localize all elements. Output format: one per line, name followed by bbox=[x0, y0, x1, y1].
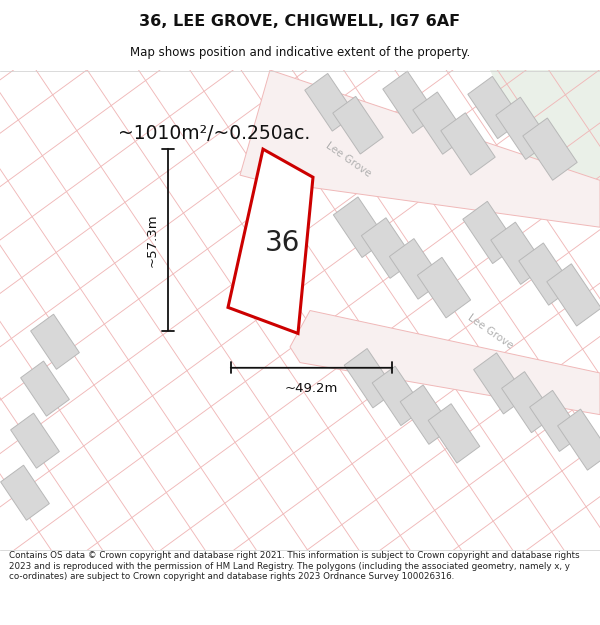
Polygon shape bbox=[418, 258, 470, 318]
Polygon shape bbox=[290, 311, 600, 414]
Polygon shape bbox=[547, 264, 600, 326]
Polygon shape bbox=[530, 391, 583, 451]
Polygon shape bbox=[240, 70, 600, 228]
Polygon shape bbox=[491, 222, 545, 284]
Polygon shape bbox=[20, 361, 70, 416]
Polygon shape bbox=[31, 314, 79, 369]
Polygon shape bbox=[519, 243, 573, 305]
Text: Contains OS data © Crown copyright and database right 2021. This information is : Contains OS data © Crown copyright and d… bbox=[9, 551, 580, 581]
Polygon shape bbox=[473, 353, 526, 414]
Polygon shape bbox=[389, 239, 443, 299]
Polygon shape bbox=[228, 149, 313, 333]
Polygon shape bbox=[557, 409, 600, 470]
Text: Lee Grove: Lee Grove bbox=[323, 141, 373, 179]
Polygon shape bbox=[441, 112, 495, 175]
Polygon shape bbox=[490, 70, 600, 228]
Polygon shape bbox=[361, 217, 415, 278]
Polygon shape bbox=[333, 96, 383, 154]
Polygon shape bbox=[305, 74, 355, 131]
Polygon shape bbox=[496, 97, 550, 159]
Text: Lee Grove: Lee Grove bbox=[466, 312, 514, 351]
Text: ~49.2m: ~49.2m bbox=[285, 382, 338, 395]
Polygon shape bbox=[428, 404, 480, 463]
Text: 36: 36 bbox=[265, 229, 301, 257]
Polygon shape bbox=[383, 71, 437, 133]
Polygon shape bbox=[344, 349, 396, 408]
Polygon shape bbox=[463, 201, 517, 264]
Polygon shape bbox=[502, 372, 554, 432]
Polygon shape bbox=[372, 366, 424, 426]
Polygon shape bbox=[468, 76, 522, 139]
Text: ~57.3m: ~57.3m bbox=[146, 213, 158, 266]
Text: 36, LEE GROVE, CHIGWELL, IG7 6AF: 36, LEE GROVE, CHIGWELL, IG7 6AF bbox=[139, 14, 461, 29]
Polygon shape bbox=[523, 118, 577, 180]
Text: ~1010m²/~0.250ac.: ~1010m²/~0.250ac. bbox=[118, 124, 310, 143]
Polygon shape bbox=[413, 92, 467, 154]
Polygon shape bbox=[400, 385, 452, 444]
Polygon shape bbox=[334, 197, 386, 258]
Polygon shape bbox=[1, 465, 49, 520]
Polygon shape bbox=[11, 413, 59, 468]
Text: Map shows position and indicative extent of the property.: Map shows position and indicative extent… bbox=[130, 46, 470, 59]
